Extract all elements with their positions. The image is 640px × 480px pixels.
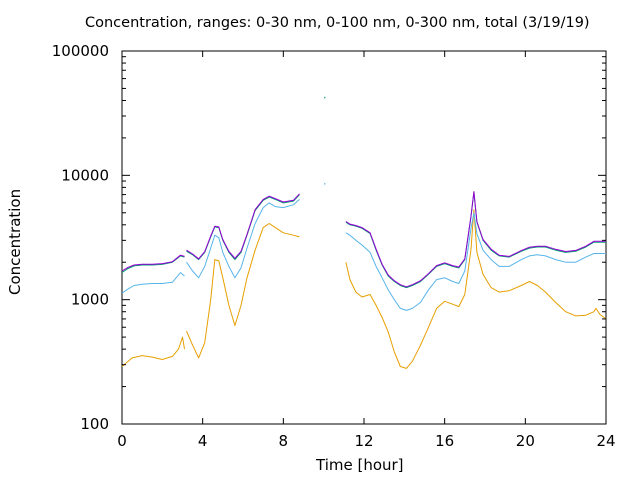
series-3-line-segment-2 [186, 194, 300, 261]
plot-border [121, 50, 607, 425]
series-2-line-segment-2 [186, 199, 300, 279]
x-tick-label: 0 [117, 432, 127, 450]
y-tick-label: 100000 [52, 42, 109, 60]
x-tick-label: 4 [198, 432, 208, 450]
series-1-line-segment-3 [345, 209, 607, 369]
x-axis-label-text: Time [hour] [316, 456, 404, 474]
x-tick-label: 12 [354, 432, 373, 450]
series-1-line-segment-1 [121, 336, 185, 367]
series-4-line-segment-2 [186, 193, 300, 260]
x-tick-label: 8 [279, 432, 289, 450]
tick-layer: 0 4 8 12 16 20 24 100 1000 10000 100000 [52, 42, 616, 450]
series-layer [121, 96, 607, 369]
isolated-point-1 [324, 96, 326, 99]
y-tick-label: 1000 [71, 291, 109, 309]
x-tick-label: 24 [596, 432, 615, 450]
chart-title-text: Concentration, ranges: 0-30 nm, 0-100 nm… [85, 15, 590, 31]
series-4-line-segment-3 [345, 191, 606, 288]
series-2-line-segment-1 [121, 272, 185, 294]
x-tick-label: 20 [516, 432, 535, 450]
series-4-line-segment-1 [121, 254, 185, 272]
plot-frame [121, 50, 607, 425]
series-1-line-segment-2 [186, 223, 300, 359]
y-tick-label: 10000 [61, 166, 109, 184]
isolated-point-2 [324, 183, 326, 185]
series-2-line-segment-3 [345, 212, 606, 311]
x-tick-label: 16 [435, 432, 454, 450]
y-tick-label: 100 [80, 415, 109, 433]
